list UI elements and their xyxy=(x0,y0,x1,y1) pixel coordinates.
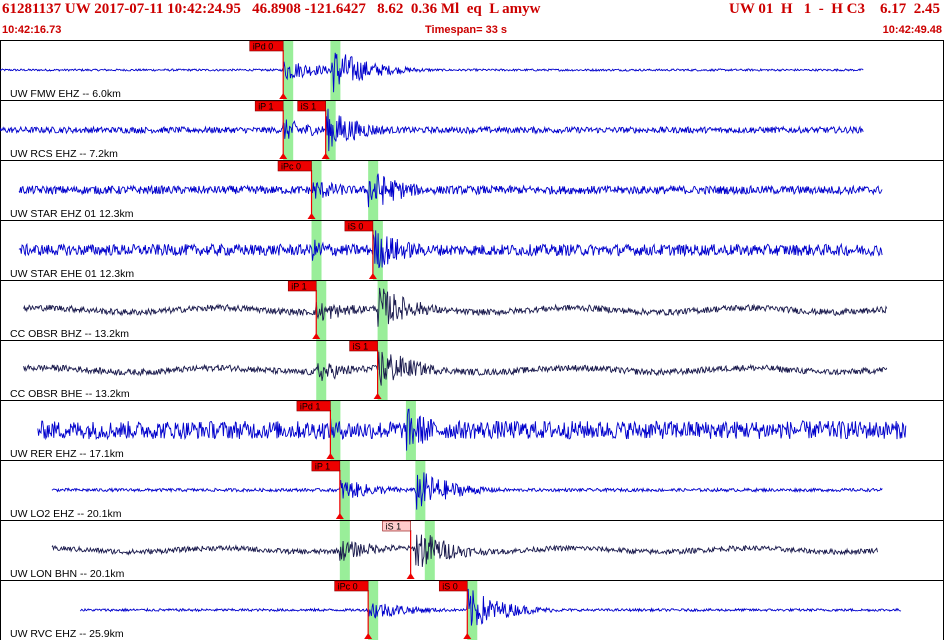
pick-marker[interactable]: iPd 1 xyxy=(296,400,335,459)
pick-label: iS 1 xyxy=(386,522,402,532)
pick-label-box xyxy=(382,520,411,532)
station-label: CC OBSR BHE -- 13.2km xyxy=(10,388,130,400)
trace-panel[interactable]: iPc 0 UW STAR EHZ 01 12.3km xyxy=(0,160,944,221)
station-label: UW FMW EHZ -- 6.0km xyxy=(10,88,121,100)
waveform xyxy=(79,588,902,626)
p-window xyxy=(316,341,327,400)
pick-label: iPc 0 xyxy=(281,162,301,172)
start-time: 10:42:16.73 xyxy=(2,24,62,36)
s-window xyxy=(405,401,416,460)
s-window xyxy=(330,41,341,100)
trace-panel[interactable]: iPd 0 UW FMW EHZ -- 6.0km xyxy=(0,40,944,101)
p-window xyxy=(339,521,350,580)
p-window xyxy=(283,101,294,160)
trace-panel[interactable]: iP 1 UW LO2 EHZ -- 20.1km xyxy=(0,460,944,521)
pick-label: iPd 0 xyxy=(253,42,274,52)
pick-label-box xyxy=(254,100,284,112)
event-summary: 61281137 UW 2017-07-11 10:42:24.95 46.89… xyxy=(2,1,541,17)
trace-panel[interactable]: iS 1 CC OBSR BHE -- 13.2km xyxy=(0,340,944,401)
p-window xyxy=(368,581,379,640)
pick-triangle xyxy=(326,453,335,459)
trace-panel[interactable]: iPc 0 iS 0 UW RVC EHZ -- 25.9km xyxy=(0,580,944,640)
timespan: Timespan= 33 s xyxy=(425,24,508,36)
pick-marker[interactable]: iS 1 xyxy=(382,520,415,579)
pick-marker[interactable]: iS 1 xyxy=(349,340,382,399)
pick-label: iS 0 xyxy=(348,222,364,232)
pick-triangle xyxy=(321,153,330,159)
waveform xyxy=(18,173,883,208)
pick-label: iP 1 xyxy=(315,462,330,472)
pick-triangle xyxy=(279,93,288,99)
pick-marker[interactable]: iS 0 xyxy=(344,220,377,279)
waveform xyxy=(23,351,888,386)
pick-label-box xyxy=(349,340,378,352)
station-label: UW LO2 EHZ -- 20.1km xyxy=(10,508,122,520)
trace-panel[interactable]: iS 1 UW LON BHN -- 20.1km xyxy=(0,520,944,581)
waveform xyxy=(0,108,864,152)
s-window xyxy=(377,281,388,340)
pick-marker[interactable]: iS 1 xyxy=(297,100,330,159)
pick-marker[interactable]: iP 1 xyxy=(311,460,344,519)
pick-label: iS 1 xyxy=(353,342,369,352)
trace-panel[interactable]: iPd 1 UW RER EHZ -- 17.1km xyxy=(0,400,944,461)
waveform xyxy=(37,408,907,451)
pick-label-box xyxy=(311,460,341,472)
s-window xyxy=(377,341,388,400)
event-header: 61281137 UW 2017-07-11 10:42:24.95 46.89… xyxy=(0,0,944,40)
pick-label: iS 0 xyxy=(442,582,458,592)
pick-label-box xyxy=(277,160,312,172)
waveform xyxy=(51,472,883,510)
pick-label-box xyxy=(287,280,317,292)
end-time: 10:42:49.48 xyxy=(882,24,942,36)
pick-label-box xyxy=(296,400,331,412)
pick-triangle xyxy=(335,513,344,519)
pick-label-box xyxy=(249,40,284,52)
pick-label: iP 1 xyxy=(291,282,306,292)
pick-triangle xyxy=(463,633,472,639)
pick-label: iS 1 xyxy=(301,102,317,112)
pick-triangle xyxy=(406,573,415,579)
trace-panel[interactable]: iS 0 UW STAR EHE 01 12.3km xyxy=(0,220,944,281)
pick-triangle xyxy=(364,633,373,639)
pick-label: iPc 0 xyxy=(338,582,358,592)
p-window xyxy=(339,461,350,520)
pick-label: iP 1 xyxy=(258,102,273,112)
waveform xyxy=(18,230,883,269)
trace-panel[interactable]: iP 1 iS 1 UW RCS EHZ -- 7.2km xyxy=(0,100,944,161)
pick-marker[interactable]: iPc 0 xyxy=(334,580,373,639)
waveform xyxy=(23,287,888,327)
s-window xyxy=(424,521,435,580)
pick-label-box xyxy=(344,220,374,232)
station-label: CC OBSR BHZ -- 13.2km xyxy=(10,328,129,340)
pick-label: iPd 1 xyxy=(300,402,321,412)
pick-marker[interactable]: iPd 0 xyxy=(249,40,288,99)
pick-marker[interactable]: iPc 0 xyxy=(277,160,316,219)
pick-label-box xyxy=(334,580,369,592)
waveform xyxy=(51,534,878,567)
station-label: UW RCS EHZ -- 7.2km xyxy=(10,148,118,160)
pick-label-box xyxy=(438,580,468,592)
trace-panel[interactable]: iP 1 CC OBSR BHZ -- 13.2km xyxy=(0,280,944,341)
pick-triangle xyxy=(312,333,321,339)
station-label: UW RER EHZ -- 17.1km xyxy=(10,448,124,460)
pick-marker[interactable]: iP 1 xyxy=(254,100,288,159)
station-label: UW LON BHN -- 20.1km xyxy=(10,568,125,580)
pick-marker[interactable]: iP 1 xyxy=(287,280,321,339)
pick-triangle xyxy=(368,273,377,279)
station-label: UW STAR EHZ 01 12.3km xyxy=(10,208,134,220)
pick-triangle xyxy=(279,153,288,159)
pick-triangle xyxy=(373,393,382,399)
station-label: UW STAR EHE 01 12.3km xyxy=(10,268,134,280)
pick-triangle xyxy=(307,213,316,219)
pick-marker[interactable]: iS 0 xyxy=(438,580,472,639)
event-solution-info: UW 01 H 1 - H C3 6.17 2.45 xyxy=(729,1,940,17)
station-label: UW RVC EHZ -- 25.9km xyxy=(10,628,124,640)
waveform xyxy=(0,52,864,93)
pick-label-box xyxy=(297,100,326,112)
